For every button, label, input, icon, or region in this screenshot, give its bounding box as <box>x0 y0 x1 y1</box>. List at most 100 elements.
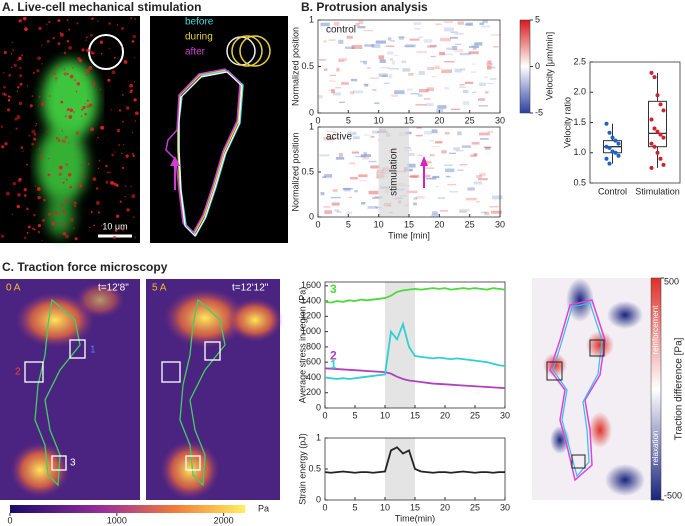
colorbar-tick-label: 2000 <box>214 515 234 525</box>
speckle <box>55 66 59 69</box>
texture <box>348 196 353 199</box>
current-label: 5 A <box>152 283 167 294</box>
texture <box>476 201 480 203</box>
speckle <box>21 54 24 57</box>
speckle <box>47 212 52 216</box>
speckle <box>97 136 99 139</box>
texture <box>472 91 477 93</box>
speckle <box>75 131 80 135</box>
texture <box>363 134 372 136</box>
texture <box>329 80 336 82</box>
texture <box>468 51 479 55</box>
texture <box>435 185 440 188</box>
colorbar-tick-label: -500 <box>664 490 682 500</box>
speckle <box>99 40 104 44</box>
texture <box>371 196 383 199</box>
texture <box>409 38 420 41</box>
data-point <box>658 156 663 161</box>
texture <box>328 89 334 91</box>
speckle <box>130 185 132 188</box>
texture <box>332 92 341 96</box>
texture <box>416 196 425 199</box>
speckle <box>101 225 103 227</box>
region-label: 3 <box>70 458 76 469</box>
texture <box>403 45 414 47</box>
speckle <box>28 134 31 137</box>
speckle <box>133 56 136 59</box>
x-tick-label: 30 <box>495 219 505 229</box>
speckle <box>92 177 97 181</box>
texture <box>437 197 445 200</box>
data-point <box>661 108 666 113</box>
texture <box>368 160 377 163</box>
data-point <box>613 150 618 155</box>
speckle <box>85 73 88 76</box>
texture <box>491 34 501 36</box>
texture <box>487 130 494 133</box>
speckle <box>131 194 136 199</box>
texture <box>431 213 439 217</box>
speckle <box>133 98 137 102</box>
texture <box>370 135 375 138</box>
y-tick-label: 1000 <box>301 326 321 336</box>
highlight-band <box>378 127 409 217</box>
speckle <box>1 234 4 238</box>
speckle <box>16 204 20 209</box>
texture <box>320 22 330 27</box>
data-point <box>607 161 612 166</box>
y-tick-label: 0.5 <box>301 166 314 176</box>
texture <box>484 211 490 216</box>
speckle <box>26 231 29 234</box>
texture <box>462 89 469 94</box>
speckle <box>73 111 75 113</box>
speckle <box>68 28 71 31</box>
speckle <box>105 164 108 168</box>
texture <box>351 151 360 154</box>
speckle <box>53 72 56 75</box>
x-tick-label: 25 <box>470 502 480 512</box>
texture <box>355 23 360 26</box>
speckle <box>100 125 105 130</box>
speckle <box>68 115 73 119</box>
texture <box>482 20 488 24</box>
texture <box>358 20 364 25</box>
speckle <box>65 199 69 203</box>
speckle <box>86 104 90 109</box>
speckle <box>114 183 118 187</box>
texture <box>450 36 459 39</box>
texture <box>347 131 357 136</box>
highlight-band <box>385 438 415 500</box>
traction-difference-map <box>532 278 650 500</box>
texture <box>446 47 452 51</box>
speckle <box>100 52 103 55</box>
speckle <box>87 163 90 165</box>
scale-bar-label: 10 μm <box>102 221 127 231</box>
texture <box>422 160 432 164</box>
texture <box>443 27 454 32</box>
texture <box>444 131 450 135</box>
texture <box>432 211 438 215</box>
y-axis-label: Average stress in region (Pa) <box>297 287 307 403</box>
speckle <box>47 173 51 177</box>
texture <box>490 77 497 81</box>
speckle <box>63 68 66 71</box>
speckle <box>75 90 78 93</box>
texture <box>484 76 488 79</box>
speckle <box>33 137 37 141</box>
colorbar <box>650 277 662 501</box>
speckle <box>134 18 136 20</box>
x-tick-label: 25 <box>465 115 475 125</box>
speckle <box>65 178 68 181</box>
speckle <box>119 200 122 203</box>
speckle <box>121 93 124 96</box>
texture <box>476 175 482 179</box>
data-point <box>604 156 609 161</box>
colorbar <box>519 19 531 114</box>
speckle <box>88 226 91 229</box>
data-point <box>607 130 612 135</box>
texture <box>484 91 489 94</box>
texture <box>479 22 485 26</box>
speckle <box>114 151 116 153</box>
texture <box>361 202 366 205</box>
speckle <box>131 40 135 43</box>
